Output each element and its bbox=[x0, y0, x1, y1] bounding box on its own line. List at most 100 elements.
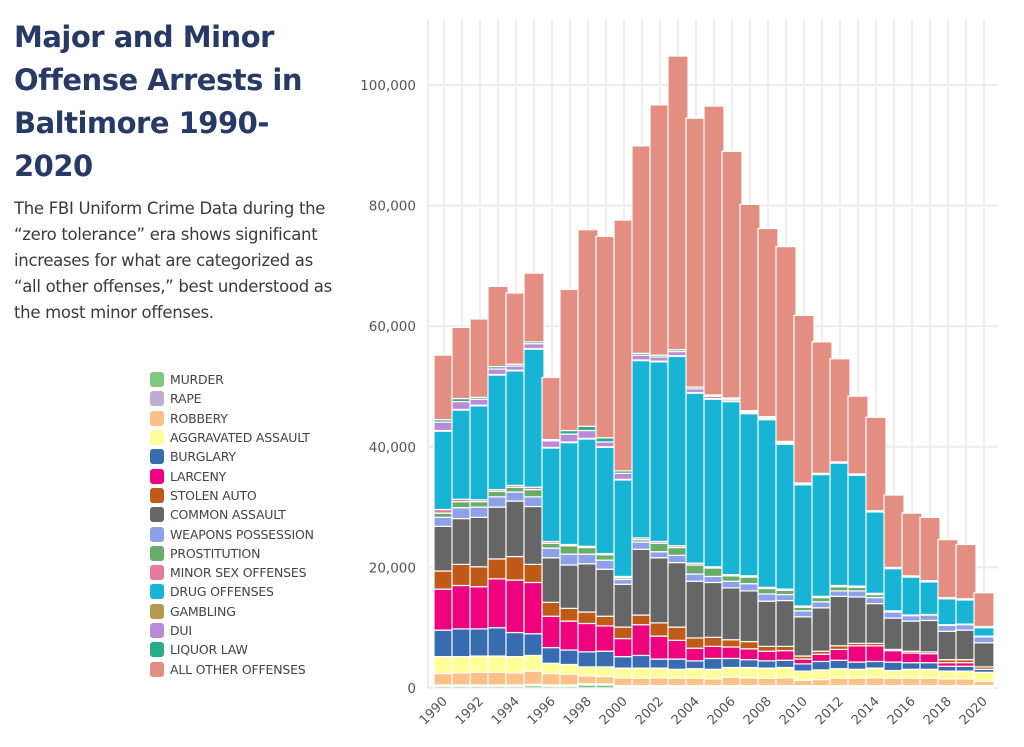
bar-segment-all-other-offenses bbox=[577, 229, 599, 427]
bar-segment-burglary bbox=[541, 646, 563, 664]
x-tick-label: 2016 bbox=[885, 694, 919, 728]
bar-segment-drug-offenses bbox=[541, 447, 563, 543]
bar-segment-burglary bbox=[523, 633, 545, 657]
bar-segment-common-assault bbox=[811, 607, 833, 652]
bar-segment-burglary bbox=[505, 631, 527, 658]
legend-label: BURGLARY bbox=[170, 449, 236, 465]
x-tick-label: 2012 bbox=[813, 694, 847, 728]
bar-segment-larceny bbox=[433, 588, 455, 631]
bar-segment-all-other-offenses bbox=[973, 592, 995, 628]
bar-segment-stolen-auto bbox=[775, 645, 797, 652]
bar-segment-all-other-offenses bbox=[757, 227, 779, 418]
bar-segment-prostitution bbox=[487, 490, 509, 498]
bar-stack-2010 bbox=[793, 314, 815, 689]
legend-label: GAMBLING bbox=[170, 603, 236, 619]
bar-segment-dui bbox=[667, 350, 689, 357]
bar-segment-aggravated-assault bbox=[505, 656, 527, 674]
bar-segment-aggravated-assault bbox=[793, 670, 815, 681]
bar-segment-burglary bbox=[487, 627, 509, 657]
bar-stack-1995 bbox=[523, 272, 545, 689]
legend-item-common-assault: COMMON ASSAULT bbox=[150, 505, 314, 524]
bar-segment-all-other-offenses bbox=[451, 326, 473, 400]
legend-label: DUI bbox=[170, 623, 192, 638]
legend-label: LARCENY bbox=[170, 468, 227, 484]
bar-segment-aggravated-assault bbox=[451, 656, 473, 674]
bar-segment-dui bbox=[541, 440, 563, 449]
legend-label: WEAPONS POSSESSION bbox=[170, 526, 314, 542]
bar-segment-larceny bbox=[883, 650, 905, 663]
bar-segment-larceny bbox=[739, 648, 761, 661]
bar-segment-weapons-possession bbox=[901, 615, 923, 622]
bar-segment-weapons-possession bbox=[631, 541, 653, 550]
bar-segment-common-assault bbox=[613, 583, 635, 628]
bar-segment-dui bbox=[649, 356, 671, 362]
bar-segment-robbery bbox=[919, 677, 941, 687]
legend-item-liquor-law: LIQUOR LAW bbox=[150, 640, 314, 659]
legend-swatch bbox=[150, 603, 164, 619]
bar-segment-prostitution bbox=[685, 564, 707, 575]
bar-segment-all-other-offenses bbox=[433, 354, 455, 421]
bar-segment-robbery bbox=[883, 677, 905, 687]
chart-subtitle: The FBI Uniform Crime Data during the “z… bbox=[14, 199, 332, 322]
bar-segment-prostitution bbox=[703, 567, 725, 578]
legend-label: LIQUOR LAW bbox=[170, 642, 248, 658]
bar-segment-prostitution bbox=[523, 489, 545, 498]
bar-segment-drug-offenses bbox=[739, 413, 761, 577]
legend-swatch bbox=[150, 372, 164, 388]
bar-stack-2006 bbox=[721, 150, 743, 689]
bars bbox=[433, 55, 995, 689]
x-tick-label: 1990 bbox=[417, 694, 451, 728]
y-tick-label: 60,000 bbox=[369, 319, 416, 335]
bar-segment-larceny bbox=[631, 624, 653, 657]
bar-segment-weapons-possession bbox=[775, 593, 797, 602]
bar-segment-burglary bbox=[775, 659, 797, 669]
bar-segment-weapons-possession bbox=[793, 610, 815, 618]
bar-segment-drug-offenses bbox=[919, 581, 941, 616]
bar-segment-all-other-offenses bbox=[469, 318, 491, 398]
bar-segment-common-assault bbox=[793, 616, 815, 657]
bar-segment-burglary bbox=[793, 663, 815, 672]
bar-segment-prostitution bbox=[829, 586, 851, 592]
bar-segment-all-other-offenses bbox=[775, 246, 797, 442]
bar-segment-weapons-possession bbox=[973, 636, 995, 644]
bar-segment-larceny bbox=[667, 639, 689, 660]
bar-segment-weapons-possession bbox=[847, 590, 869, 598]
x-tick-label: 2006 bbox=[705, 694, 739, 728]
bar-segment-weapons-possession bbox=[595, 559, 617, 570]
legend-swatch bbox=[150, 410, 164, 426]
bar-segment-prostitution bbox=[775, 589, 797, 596]
bar-segment-common-assault bbox=[973, 642, 995, 668]
bar-stack-2008 bbox=[757, 227, 779, 689]
bar-segment-all-other-offenses bbox=[937, 539, 959, 599]
bar-stack-2015 bbox=[883, 494, 905, 689]
bar-segment-dui bbox=[577, 429, 599, 439]
legend-swatch bbox=[150, 623, 164, 638]
bar-segment-aggravated-assault bbox=[865, 667, 887, 679]
bar-segment-weapons-possession bbox=[523, 496, 545, 508]
legend-item-minor-sex-offenses: MINOR SEX OFFENSES bbox=[150, 563, 314, 582]
y-tick-label: 40,000 bbox=[369, 440, 416, 456]
bar-segment-common-assault bbox=[919, 619, 941, 653]
legend-swatch bbox=[150, 584, 164, 600]
bar-segment-robbery bbox=[901, 677, 923, 687]
bar-segment-common-assault bbox=[901, 620, 923, 652]
bar-segment-aggravated-assault bbox=[811, 669, 833, 681]
legend-item-gambling: GAMBLING bbox=[150, 602, 314, 621]
bar-segment-common-assault bbox=[451, 517, 473, 565]
legend-label: PROSTITUTION bbox=[170, 545, 261, 561]
bar-segment-dui bbox=[451, 400, 473, 411]
bar-segment-aggravated-assault bbox=[469, 655, 491, 673]
bar-segment-stolen-auto bbox=[613, 626, 635, 640]
bar-segment-burglary bbox=[937, 665, 959, 672]
bar-stack-1997 bbox=[559, 288, 581, 689]
bar-segment-weapons-possession bbox=[937, 624, 959, 632]
bar-segment-robbery bbox=[703, 678, 725, 687]
bar-segment-all-other-offenses bbox=[505, 292, 527, 365]
legend-item-larceny: LARCENY bbox=[150, 466, 314, 485]
bar-segment-common-assault bbox=[505, 500, 527, 558]
bar-segment-burglary bbox=[433, 629, 455, 658]
legend-swatch bbox=[150, 642, 164, 658]
bar-stack-2003 bbox=[667, 55, 689, 689]
bar-segment-larceny bbox=[523, 581, 545, 635]
bar-stack-2020 bbox=[973, 592, 995, 689]
